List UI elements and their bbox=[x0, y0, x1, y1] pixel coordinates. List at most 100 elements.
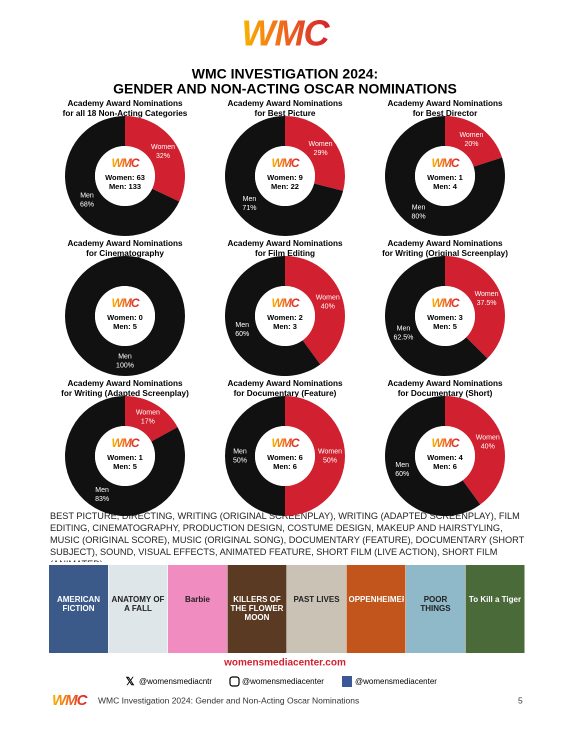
donut-segment bbox=[385, 396, 481, 517]
donut-segment bbox=[445, 396, 506, 505]
center-logo: WMC bbox=[112, 156, 140, 170]
center-label: Women: 2 bbox=[267, 313, 303, 322]
segment-label: 83% bbox=[95, 496, 109, 503]
segment-name: Men bbox=[397, 326, 411, 333]
donut-segment bbox=[225, 256, 321, 376]
donut-segment bbox=[385, 116, 505, 236]
segment-label: 62.5% bbox=[393, 335, 413, 342]
segment-label: 29% bbox=[314, 150, 328, 157]
center-label: Women: 0 bbox=[107, 313, 143, 322]
poster-title: To Kill a Tiger bbox=[468, 595, 522, 604]
donut-hole bbox=[255, 426, 315, 486]
segment-name: Women bbox=[476, 434, 500, 441]
segment-name: Men bbox=[95, 487, 109, 494]
segment-label: 17% bbox=[141, 419, 155, 426]
segment-name: Men bbox=[233, 448, 247, 455]
title: GENDER AND NON-ACTING OSCAR NOMINATIONS bbox=[113, 81, 457, 97]
center-label: Men: 133 bbox=[109, 182, 141, 191]
categories-note: BEST PICTURE, DIRECTING, WRITING (ORIGIN… bbox=[50, 511, 525, 562]
center-label: Men: 6 bbox=[433, 462, 457, 471]
segment-label: 60% bbox=[395, 471, 409, 478]
segment-label: 68% bbox=[80, 201, 94, 208]
donut-hole bbox=[415, 146, 475, 206]
center-label: Women: 3 bbox=[427, 313, 463, 322]
website[interactable]: womensmediacenter.com bbox=[223, 658, 346, 669]
donut-segment bbox=[385, 256, 488, 376]
segment-label: 80% bbox=[412, 214, 426, 221]
chart-title: Academy Award Nominations bbox=[387, 379, 503, 388]
social[interactable]: @womensmediacntr bbox=[139, 677, 212, 686]
center-label: Women: 9 bbox=[267, 173, 303, 182]
social[interactable]: @womensmediacenter bbox=[355, 677, 437, 686]
note-box: BEST PICTURE, DIRECTING, WRITING (ORIGIN… bbox=[50, 511, 525, 562]
chart-title: Academy Award Nominations bbox=[387, 239, 503, 248]
segment-label: 32% bbox=[156, 153, 170, 160]
segment-name: Women bbox=[318, 448, 342, 455]
poster bbox=[406, 565, 465, 653]
poster bbox=[168, 565, 227, 653]
chart-title: Academy Award Nominations bbox=[227, 239, 343, 248]
center-label: Men: 5 bbox=[113, 462, 137, 471]
segment-name: Women bbox=[459, 132, 483, 139]
segment-name: Women bbox=[151, 144, 175, 151]
chart-title: Academy Award Nominations bbox=[387, 99, 503, 108]
poster bbox=[108, 565, 168, 653]
segment-name: Women bbox=[136, 410, 160, 417]
donut-segment bbox=[125, 116, 186, 202]
chart-title: for Documentary (Feature) bbox=[234, 389, 337, 398]
segment-label: 60% bbox=[235, 331, 249, 338]
segment-name: Women bbox=[475, 291, 499, 298]
social[interactable]: @womensmediacenter bbox=[242, 677, 324, 686]
instagram-icon bbox=[229, 676, 240, 687]
center-logo: WMC bbox=[272, 156, 300, 170]
center-logo: WMC bbox=[432, 436, 460, 450]
donut-segment bbox=[64, 396, 185, 517]
center-label: Men: 3 bbox=[273, 322, 297, 331]
segment-name: Men bbox=[80, 192, 94, 199]
center-logo: WMC bbox=[272, 436, 300, 450]
poster-title: ANATOMY OF A FALL bbox=[111, 595, 165, 613]
donut-hole bbox=[95, 146, 155, 206]
donut-segment bbox=[285, 116, 345, 191]
poster-title: PAST LIVES bbox=[293, 595, 340, 604]
donut-hole bbox=[95, 426, 155, 486]
center-label: Men: 5 bbox=[113, 322, 137, 331]
segment-label: 40% bbox=[321, 303, 335, 310]
chart-title: Academy Award Nominations bbox=[67, 99, 183, 108]
chart-title: Academy Award Nominations bbox=[227, 99, 343, 108]
segment-name: Women bbox=[309, 141, 333, 148]
poster-title-box: POOR THINGS bbox=[420, 595, 451, 613]
segment-label: 71% bbox=[242, 205, 256, 212]
center-label: Women: 63 bbox=[105, 173, 145, 182]
chart-title: Academy Award Nominations bbox=[67, 379, 183, 388]
poster bbox=[465, 565, 525, 653]
segment-name: Men bbox=[118, 353, 132, 360]
segment-name: Men bbox=[395, 462, 409, 469]
logo: WMC bbox=[242, 13, 331, 54]
poster-title: Barbie bbox=[185, 595, 210, 604]
segment-label: 50% bbox=[323, 457, 337, 464]
donut-hole bbox=[415, 286, 475, 346]
poster-title-box: KILLERS OF THE FLOWER MOON bbox=[231, 595, 284, 622]
donut-segment bbox=[285, 256, 346, 365]
center-label: Women: 1 bbox=[427, 173, 463, 182]
center-label: Women: 1 bbox=[107, 453, 143, 462]
center-logo: WMC bbox=[112, 436, 140, 450]
segment-label: 37.5% bbox=[477, 300, 497, 307]
center-logo: WMC bbox=[272, 296, 300, 310]
chart-title: for Writing (Original Screenplay) bbox=[382, 249, 508, 258]
poster-title-box: AMERICAN FICTION bbox=[57, 595, 100, 613]
center-logo: WMC bbox=[432, 296, 460, 310]
chart-title: for all 18 Non-Acting Categories bbox=[63, 109, 188, 118]
segment-name: Men bbox=[243, 196, 257, 203]
segment-name: Men bbox=[412, 205, 426, 212]
donut-segment bbox=[125, 396, 178, 442]
segment-label: 40% bbox=[481, 443, 495, 450]
title: WMC INVESTIGATION 2024: bbox=[192, 66, 378, 82]
poster-title: POOR THINGS bbox=[420, 595, 451, 613]
segment-label: 100% bbox=[116, 362, 134, 369]
chart-title: Academy Award Nominations bbox=[67, 239, 183, 248]
poster-title-box: ANATOMY OF A FALL bbox=[111, 595, 165, 613]
chart-title: Academy Award Nominations bbox=[227, 379, 343, 388]
